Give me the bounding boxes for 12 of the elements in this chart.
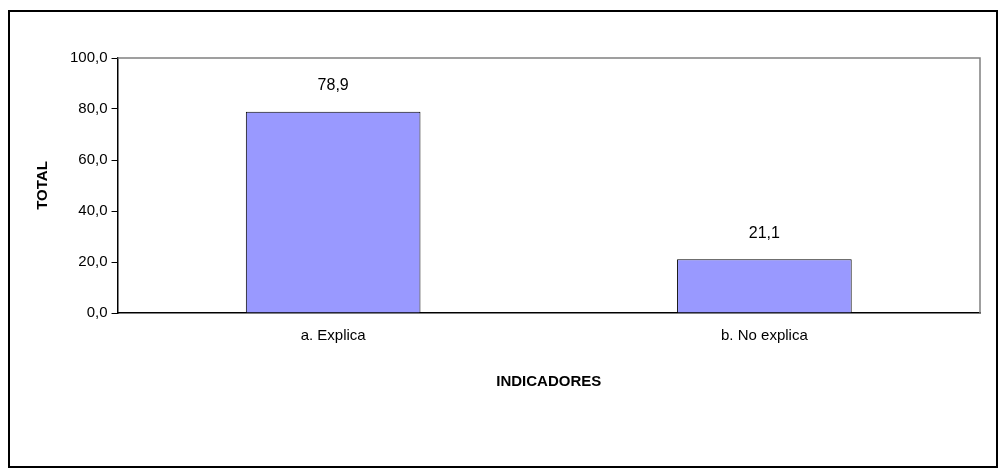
data-label: 21,1	[748, 223, 781, 241]
y-tick-label: 20,0	[78, 252, 108, 270]
y-axis-title: TOTAL	[33, 161, 51, 210]
y-tick-label: 100,0	[69, 48, 108, 66]
data-label: 78,9	[317, 76, 349, 94]
x-tick-label: b. No explica	[721, 326, 809, 344]
y-tick-label: 40,0	[78, 201, 108, 219]
x-axis-title: INDICADORES	[496, 372, 602, 390]
y-tick-label: 0,0	[86, 303, 108, 321]
y-tick-label: 60,0	[78, 150, 108, 168]
y-tick-label: 80,0	[78, 99, 108, 117]
x-tick-label: a. Explica	[300, 326, 367, 344]
